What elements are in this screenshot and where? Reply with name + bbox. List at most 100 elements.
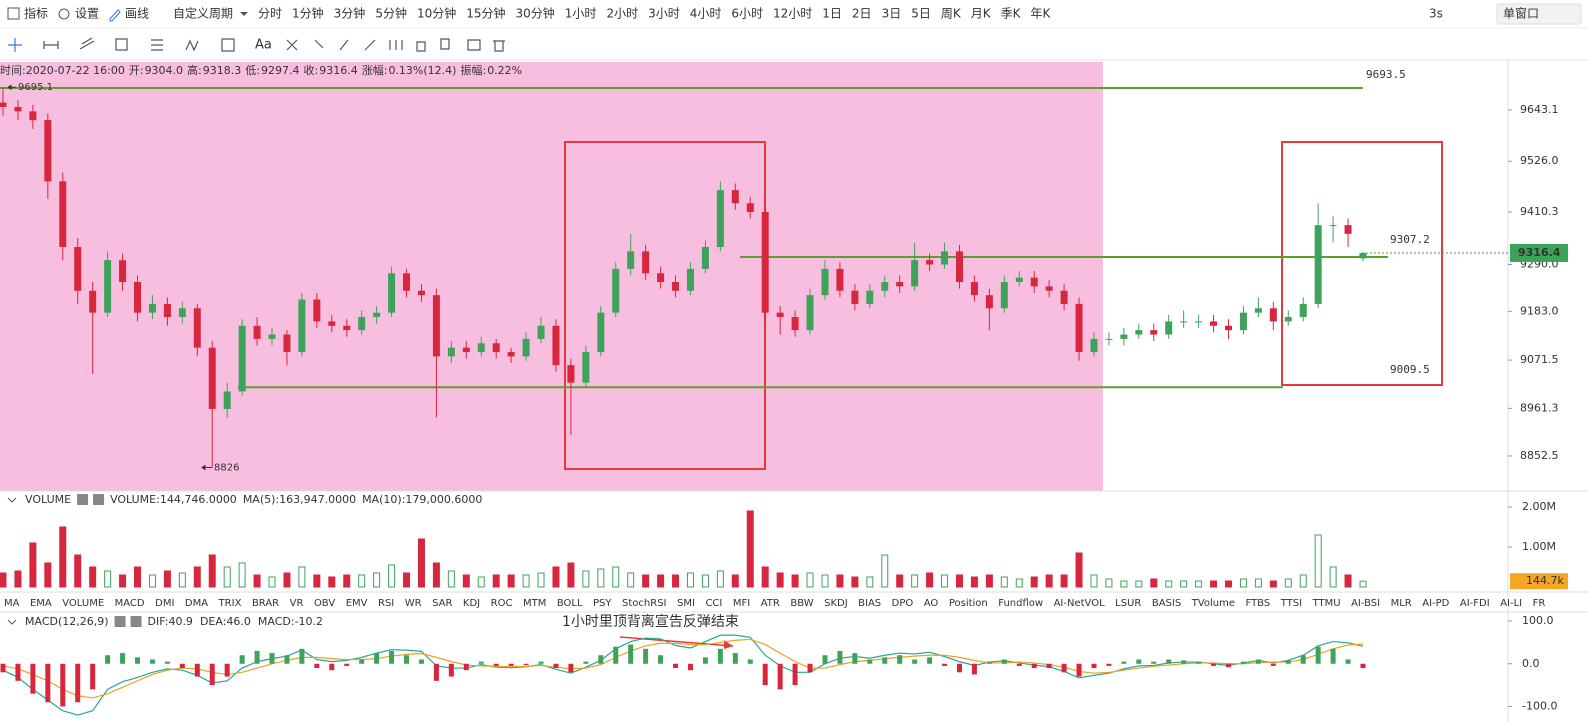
- period-button[interactable]: 分时: [258, 7, 282, 21]
- period-button[interactable]: 5分钟: [375, 6, 407, 21]
- window-mode[interactable]: 单窗口: [1503, 7, 1539, 21]
- indicator-tab[interactable]: BBW: [790, 598, 813, 609]
- period-button[interactable]: 年K: [1030, 7, 1051, 21]
- macd-bar: [1345, 659, 1351, 664]
- period-button[interactable]: 月K: [971, 7, 992, 21]
- wave-tool[interactable]: [185, 39, 199, 52]
- indicator-tab[interactable]: SKDJ: [824, 598, 848, 609]
- period-button[interactable]: 10分钟: [417, 6, 456, 21]
- candle-body: [642, 251, 650, 274]
- indicator-tab[interactable]: ROC: [491, 598, 513, 609]
- indicator-tab[interactable]: MTM: [523, 598, 546, 609]
- window-button[interactable]: [1496, 3, 1582, 25]
- collapse-caret[interactable]: [7, 619, 17, 625]
- indicator-tab[interactable]: DPO: [892, 598, 914, 609]
- candle-body: [612, 268, 620, 313]
- volume-bar: [134, 566, 142, 588]
- period-button[interactable]: 3日: [882, 7, 902, 21]
- indicator-tab[interactable]: FR: [1533, 598, 1546, 609]
- indicator-tab[interactable]: TVolume: [1191, 598, 1235, 609]
- indicator-tab[interactable]: BIAS: [858, 598, 881, 609]
- indicator-tab[interactable]: EMA: [30, 598, 52, 609]
- indicator-tab[interactable]: BOLL: [557, 598, 583, 609]
- indicator-tab[interactable]: DMA: [185, 598, 208, 609]
- macd-bar: [493, 663, 499, 666]
- period-button[interactable]: 1日: [822, 7, 842, 21]
- indicator-tab[interactable]: SAR: [432, 598, 452, 609]
- period-button[interactable]: 周K: [941, 7, 962, 21]
- period-button[interactable]: 4小时: [690, 7, 722, 21]
- period-button[interactable]: 1分钟: [292, 6, 324, 21]
- period-button[interactable]: 30分钟: [516, 6, 555, 21]
- indicator-tab[interactable]: TTSI: [1280, 598, 1302, 609]
- volume-bar: [1314, 534, 1322, 588]
- settings-icon[interactable]: [77, 494, 89, 505]
- indicator-tab[interactable]: AI-BSI: [1351, 598, 1380, 609]
- text-tool[interactable]: Aa: [255, 38, 272, 53]
- indicator-tab[interactable]: AI-NetVOL: [1054, 598, 1105, 609]
- indicator-tab[interactable]: MFI: [733, 598, 750, 609]
- measure-tool[interactable]: [221, 38, 235, 52]
- toolbar-button[interactable]: 指标: [24, 6, 48, 21]
- indicator-tab[interactable]: EMV: [346, 598, 368, 609]
- indicator-tab[interactable]: PSY: [593, 598, 612, 609]
- trend-tool[interactable]: [79, 37, 95, 50]
- candle-body: [238, 325, 246, 392]
- indicator-tab[interactable]: VOLUME: [62, 598, 104, 609]
- indicator-tab[interactable]: DMI: [155, 598, 174, 609]
- indicator-tab[interactable]: TTMU: [1312, 598, 1341, 609]
- indicator-tab[interactable]: VR: [290, 598, 304, 609]
- settings-icon[interactable]: [114, 616, 126, 627]
- icon: [58, 8, 70, 20]
- indicator-tab[interactable]: SMI: [677, 598, 695, 609]
- hline-tool[interactable]: [151, 39, 163, 51]
- indicator-tab[interactable]: TRIX: [218, 598, 242, 609]
- toolbar-button[interactable]: 画线: [125, 7, 149, 21]
- indicator-tab[interactable]: AI-LI: [1500, 598, 1522, 609]
- indicator-tab[interactable]: CCI: [705, 598, 722, 609]
- indicator-tab[interactable]: OBV: [314, 598, 335, 609]
- indicator-tab[interactable]: BASIS: [1152, 598, 1181, 609]
- indicator-tab[interactable]: Position: [949, 598, 988, 609]
- period-button[interactable]: 5日: [911, 7, 931, 21]
- info-value: 9304.0: [145, 64, 184, 77]
- segment-tool[interactable]: [43, 41, 59, 49]
- macd-bar: [732, 653, 738, 664]
- close-icon[interactable]: [130, 616, 142, 627]
- period-button[interactable]: 6小时: [731, 7, 763, 21]
- rect-tool[interactable]: [115, 38, 128, 51]
- indicator-tab[interactable]: AI-FDI: [1460, 598, 1490, 609]
- period-button[interactable]: 自定义周期: [173, 6, 233, 21]
- crosshair-tool[interactable]: [8, 38, 22, 52]
- period-button[interactable]: 3小时: [648, 7, 680, 21]
- indicator-tab[interactable]: ATR: [761, 598, 780, 609]
- collapse-caret[interactable]: [7, 497, 17, 503]
- refresh-rate[interactable]: 3s: [1429, 7, 1443, 21]
- close-icon[interactable]: [93, 494, 105, 505]
- period-button[interactable]: 2小时: [606, 7, 638, 21]
- indicator-tab[interactable]: RSI: [378, 598, 394, 609]
- indicator-tab[interactable]: AI-PD: [1422, 598, 1449, 609]
- indicator-tab[interactable]: FTBS: [1246, 598, 1271, 609]
- period-button[interactable]: 3分钟: [334, 6, 366, 21]
- indicator-tab[interactable]: MA: [4, 598, 20, 609]
- period-button[interactable]: 12小时: [773, 7, 812, 21]
- y-tick-label: -100.0: [1522, 699, 1557, 712]
- indicator-tab[interactable]: LSUR: [1115, 598, 1141, 609]
- misc-tools[interactable]: [286, 38, 505, 52]
- period-button[interactable]: 15分钟: [466, 6, 505, 21]
- period-button[interactable]: 2日: [852, 7, 872, 21]
- period-button[interactable]: 季K: [1001, 7, 1022, 21]
- indicator-tab[interactable]: MLR: [1391, 598, 1412, 609]
- indicator-tab[interactable]: AO: [924, 598, 939, 609]
- indicator-tab[interactable]: KDJ: [463, 598, 480, 609]
- indicator-tab[interactable]: WR: [405, 598, 422, 609]
- indicator-tab[interactable]: BRAR: [252, 598, 279, 609]
- toolbar-button[interactable]: 设置: [75, 7, 99, 21]
- indicator-tab[interactable]: Fundflow: [998, 598, 1043, 609]
- period-button[interactable]: 1小时: [565, 7, 597, 21]
- indicator-tab[interactable]: StochRSI: [622, 598, 666, 609]
- horizontal-line-label: 9307.2: [1390, 233, 1430, 246]
- indicator-tab[interactable]: MACD: [115, 598, 145, 609]
